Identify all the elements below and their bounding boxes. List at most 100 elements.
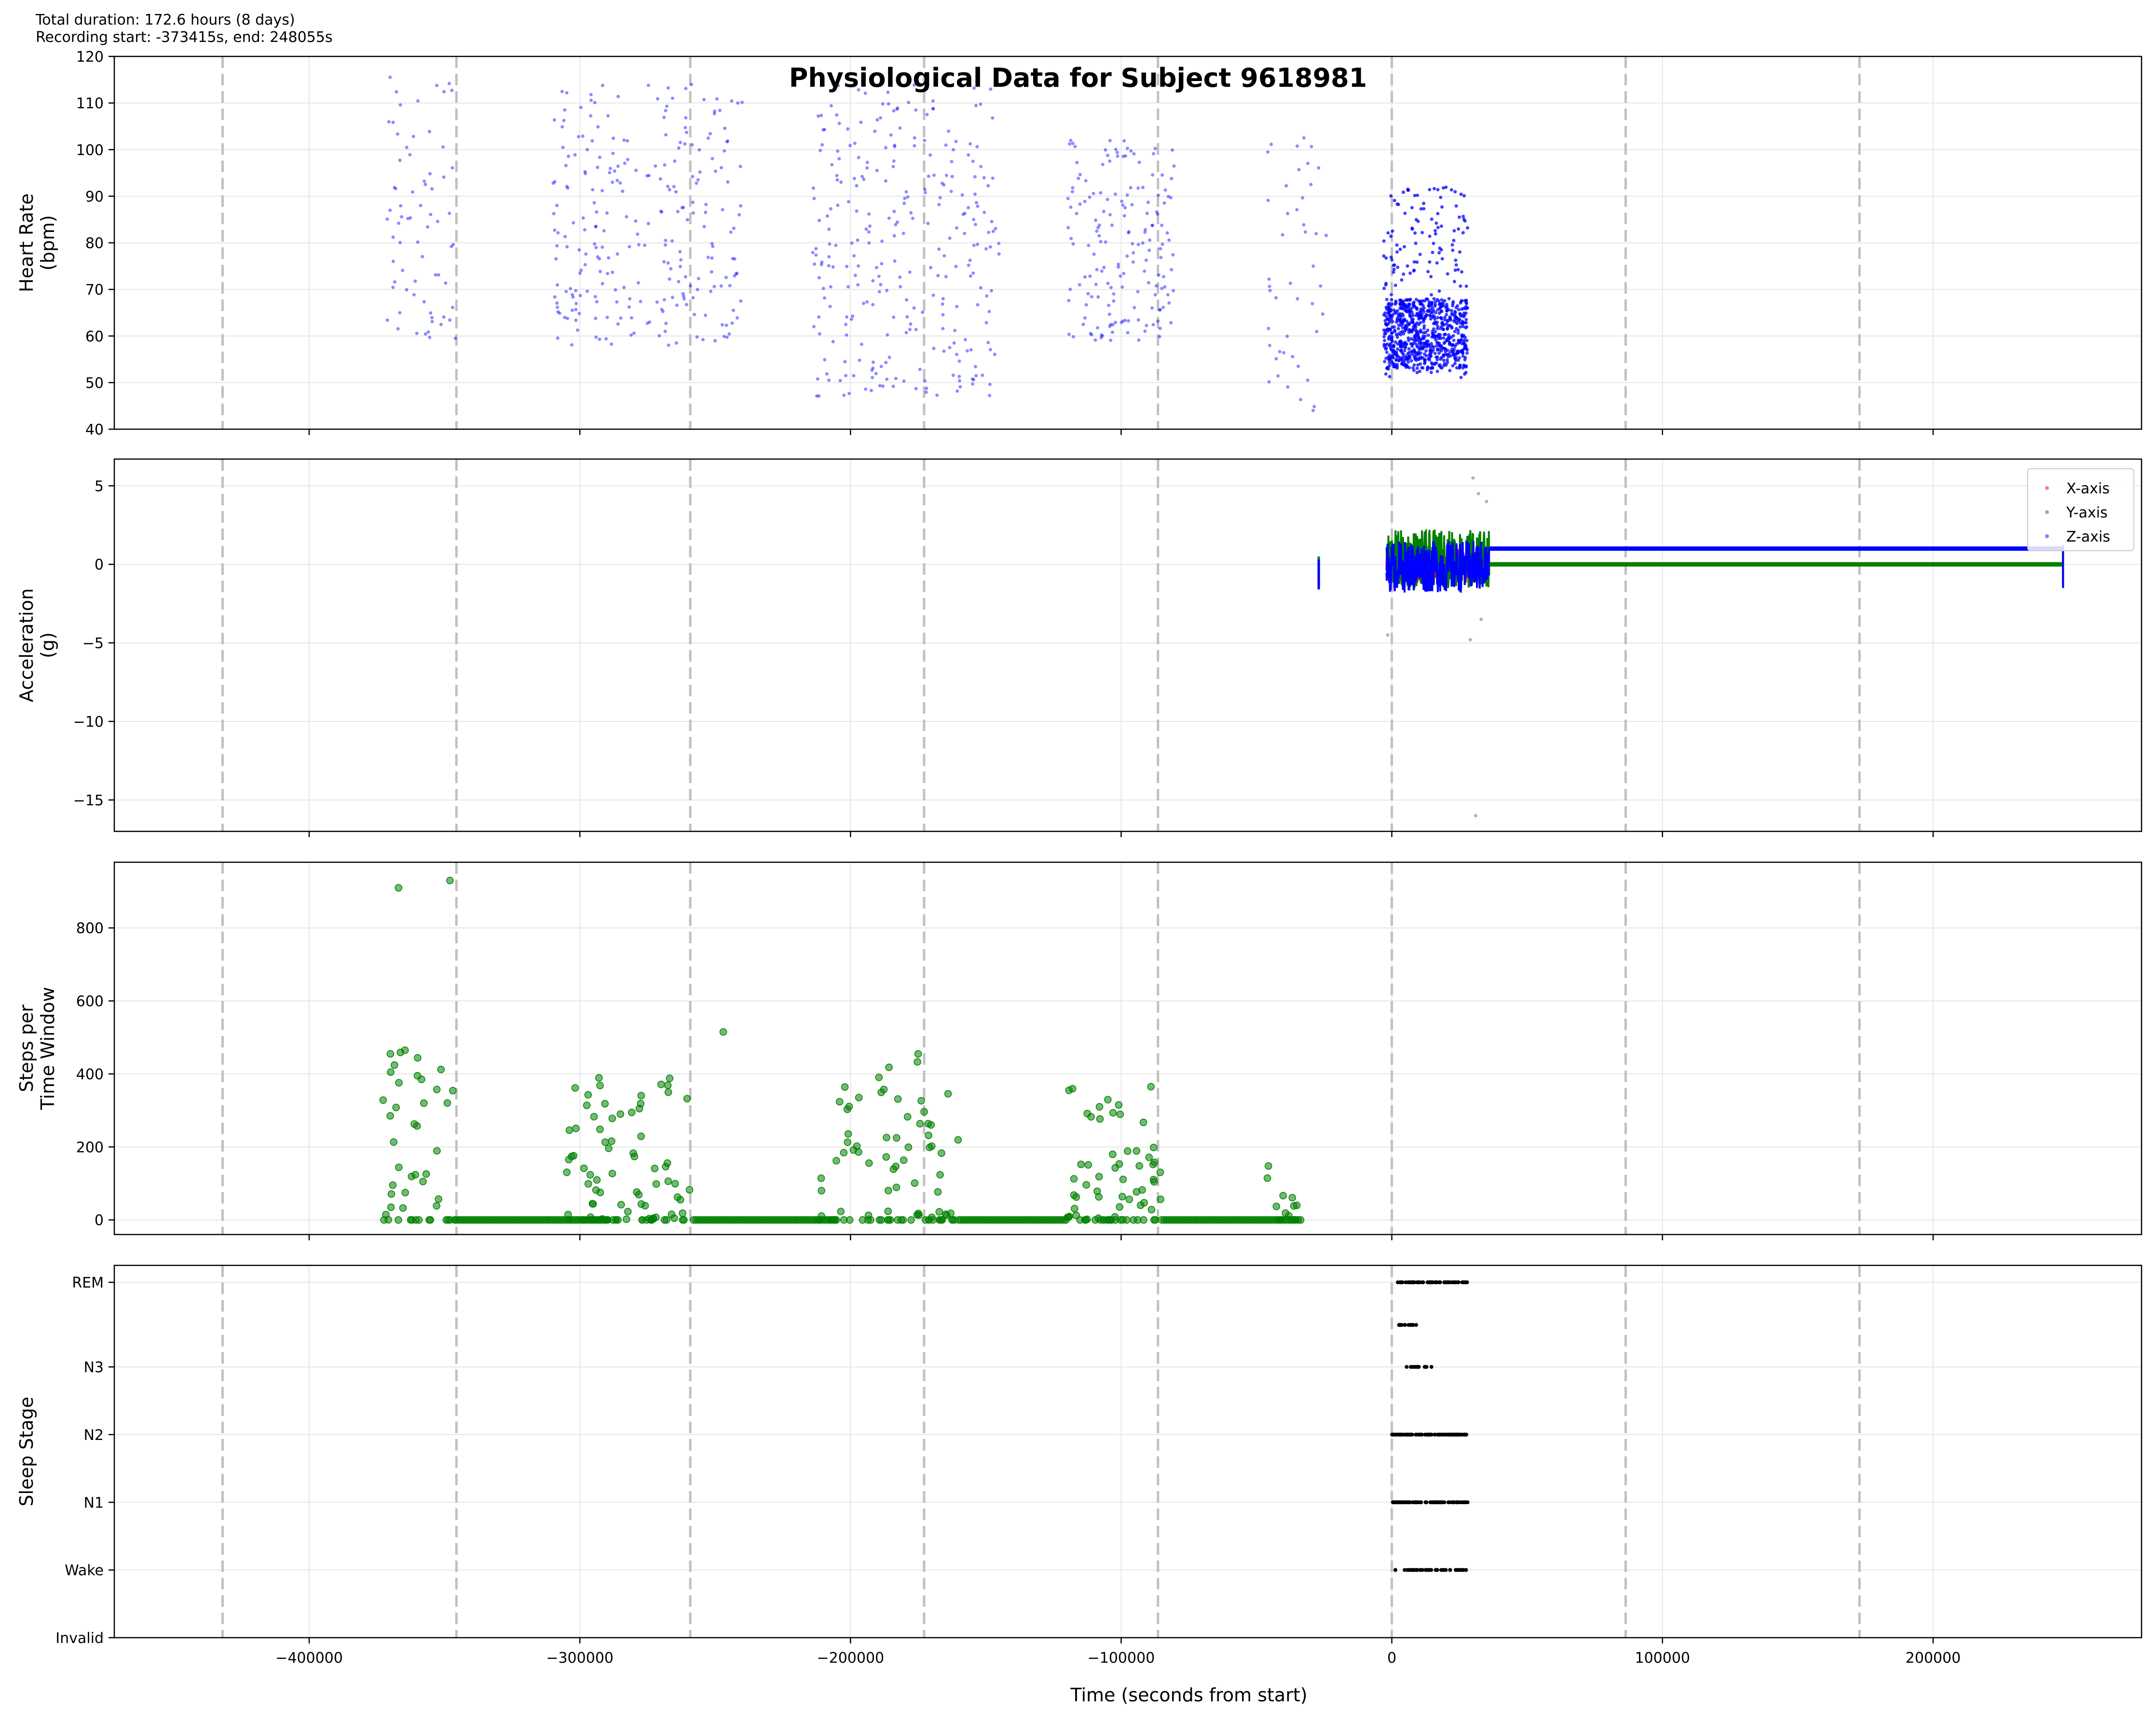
heart-rate-point	[815, 394, 819, 398]
heart-rate-point	[1410, 306, 1414, 310]
heart-rate-point	[984, 247, 988, 251]
heart-rate-point	[684, 116, 688, 120]
heart-rate-point	[1423, 362, 1427, 366]
heart-rate-point	[393, 280, 396, 284]
heart-rate-point	[1395, 250, 1399, 254]
x-tick-label: −400000	[275, 1650, 343, 1667]
heart-rate-point	[855, 209, 859, 213]
heart-rate-point	[1172, 164, 1176, 168]
heart-rate-point	[712, 112, 716, 116]
heart-rate-point	[1431, 250, 1434, 254]
heart-rate-point	[1429, 317, 1433, 321]
heart-rate-point	[1163, 285, 1167, 289]
heart-rate-point	[1413, 231, 1417, 235]
heart-rate-point	[953, 328, 957, 332]
steps-point	[1279, 1192, 1287, 1200]
heart-rate-point	[873, 129, 877, 133]
heart-rate-point	[901, 231, 905, 235]
heart-rate-point	[988, 348, 992, 352]
y-tick-label: 80	[85, 235, 104, 252]
steps-point	[884, 1208, 892, 1215]
heart-rate-point	[576, 328, 580, 332]
heart-rate-point	[679, 265, 682, 269]
steps-point	[894, 1216, 901, 1224]
heart-rate-point	[553, 180, 557, 184]
heart-rate-point	[1107, 303, 1111, 307]
heart-rate-point	[1156, 193, 1160, 197]
heart-rate-point	[1419, 356, 1423, 360]
heart-rate-point	[912, 306, 916, 310]
steps-point	[1116, 1203, 1123, 1211]
heart-rate-point	[908, 327, 912, 331]
heart-rate-point	[931, 107, 935, 110]
heart-rate-point	[988, 382, 992, 386]
heart-rate-point	[1439, 349, 1443, 353]
heart-rate-point	[429, 311, 433, 315]
heart-rate-point	[1302, 223, 1306, 227]
sleep-stage-point	[1446, 1500, 1450, 1505]
heart-rate-point	[451, 243, 455, 246]
heart-rate-point	[909, 322, 913, 326]
heart-rate-point	[1412, 348, 1416, 352]
steps-point	[443, 1099, 451, 1107]
heart-rate-point	[1399, 320, 1403, 324]
heart-rate-point	[1114, 192, 1118, 196]
sleep-stage-point	[1460, 1568, 1464, 1572]
heart-rate-point	[1278, 350, 1282, 353]
heart-rate-point	[1382, 239, 1386, 243]
heart-rate-point	[724, 275, 728, 279]
steps-point	[433, 1202, 440, 1210]
heart-rate-point	[552, 118, 556, 122]
heart-rate-point	[1456, 328, 1460, 332]
heart-rate-point	[662, 115, 666, 119]
heart-rate-point	[971, 271, 975, 275]
heart-rate-point	[734, 272, 738, 276]
heart-rate-point	[1435, 369, 1439, 373]
heart-rate-point	[1453, 190, 1457, 194]
heart-rate-point	[447, 81, 451, 85]
y-axis-label: Acceleration	[16, 588, 37, 702]
steps-point	[413, 1072, 422, 1080]
heart-rate-point	[1299, 398, 1303, 402]
heart-rate-point	[615, 178, 619, 182]
heart-rate-point	[1391, 344, 1395, 348]
heart-rate-point	[583, 228, 587, 231]
heart-rate-point	[574, 318, 578, 322]
heart-rate-point	[1422, 324, 1426, 328]
heart-rate-point	[1388, 328, 1392, 332]
heart-rate-point	[1447, 342, 1451, 346]
heart-rate-point	[721, 323, 724, 326]
heart-rate-point	[429, 213, 433, 217]
heart-rate-point	[1403, 245, 1406, 249]
heart-rate-point	[1415, 260, 1419, 264]
heart-rate-point	[845, 333, 848, 337]
heart-rate-point	[1148, 238, 1152, 242]
heart-rate-point	[828, 242, 832, 246]
heart-rate-point	[572, 221, 575, 225]
heart-rate-point	[1433, 362, 1437, 366]
steps-point	[390, 1138, 397, 1146]
steps-point	[664, 1088, 672, 1096]
heart-rate-point	[1396, 355, 1400, 359]
heart-rate-point	[1116, 154, 1119, 158]
heart-rate-point	[1436, 188, 1440, 191]
steps-point	[392, 1103, 400, 1112]
heart-rate-point	[1068, 142, 1072, 146]
heart-rate-point	[963, 211, 967, 215]
heart-rate-point	[1406, 356, 1410, 360]
heart-rate-point	[947, 129, 951, 133]
steps-point	[395, 1079, 403, 1086]
steps-point	[399, 1204, 407, 1212]
heart-rate-point	[577, 248, 581, 252]
heart-rate-point	[1415, 334, 1419, 338]
heart-rate-point	[630, 316, 634, 320]
heart-rate-point	[1417, 323, 1421, 326]
sleep-stage-point	[1450, 1432, 1454, 1437]
heart-rate-point	[1459, 325, 1462, 329]
heart-rate-point	[817, 114, 820, 118]
heart-rate-point	[594, 225, 598, 229]
heart-rate-point	[453, 337, 457, 340]
heart-rate-point	[1397, 358, 1401, 362]
